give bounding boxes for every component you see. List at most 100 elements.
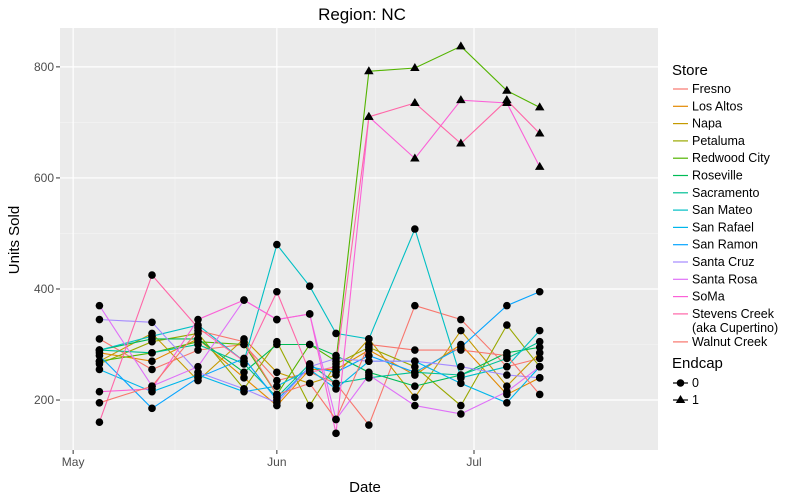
data-point <box>148 357 156 365</box>
data-point <box>365 357 373 365</box>
data-point <box>503 362 511 371</box>
series-line <box>98 99 541 423</box>
legend-item: Stevens Creek(aka Cupertino) <box>673 307 778 335</box>
data-point <box>305 401 314 410</box>
data-point <box>411 357 419 365</box>
data-point <box>240 357 248 365</box>
y-axis-ticks: 200 400 600 800 <box>34 60 60 407</box>
data-point <box>503 387 511 396</box>
data-point <box>457 346 465 354</box>
data-point <box>535 287 544 296</box>
data-point <box>332 429 340 438</box>
data-point <box>535 326 544 335</box>
data-point <box>332 379 340 388</box>
data-point <box>411 225 419 233</box>
data-point <box>95 418 104 427</box>
data-point <box>535 374 544 382</box>
y-tick-label: 400 <box>34 282 54 296</box>
data-point <box>194 374 202 382</box>
data-point <box>457 410 465 418</box>
legend: Store Fresno Los Altos Napa Petaluma Redwood… <box>672 62 778 407</box>
data-point <box>194 346 202 354</box>
data-point <box>503 399 511 407</box>
data-point <box>365 371 373 379</box>
data-point <box>365 351 373 360</box>
shape-legend-item: 1 <box>673 393 699 407</box>
data-point <box>503 351 511 360</box>
y-tick-label: 800 <box>34 60 54 74</box>
data-point <box>148 382 156 390</box>
data-point-triangle <box>456 95 466 104</box>
data-point <box>503 382 511 390</box>
legend-label: San Ramon <box>692 238 758 252</box>
series-line <box>99 45 540 396</box>
data-point <box>411 346 419 354</box>
data-point <box>273 376 281 385</box>
data-point <box>273 240 281 249</box>
data-point <box>332 329 340 338</box>
data-point <box>148 349 156 357</box>
data-point <box>503 371 511 379</box>
legend-item: San Ramon <box>673 238 758 252</box>
data-point <box>240 296 248 304</box>
legend-label: Santa Rosa <box>692 272 757 286</box>
legend-item: Fresno <box>673 82 731 96</box>
legend-label: Walnut Creek <box>692 335 768 349</box>
legend-label: SoMa <box>692 290 725 304</box>
series-line <box>99 360 541 404</box>
series-line <box>99 99 541 434</box>
legend-item: Santa Cruz <box>673 255 755 269</box>
data-point <box>148 404 156 413</box>
legend-label: San Mateo <box>692 203 753 217</box>
data-point <box>95 335 104 343</box>
data-point <box>95 387 104 396</box>
data-point <box>305 310 314 318</box>
series-line <box>99 318 540 404</box>
data-point <box>194 335 202 343</box>
data-point <box>503 321 511 329</box>
data-point <box>273 390 281 399</box>
data-point <box>365 340 373 349</box>
x-tick-label: Jun <box>267 455 286 469</box>
data-point-triangle <box>456 41 466 50</box>
data-point <box>95 351 104 360</box>
legend-item: San Mateo <box>673 203 753 217</box>
data-point <box>457 326 465 335</box>
data-point <box>411 401 419 410</box>
data-point <box>194 315 202 324</box>
data-point <box>273 287 281 296</box>
x-axis-title: Date <box>349 479 381 496</box>
data-point <box>148 318 156 327</box>
data-point <box>457 401 465 410</box>
data-point <box>332 354 340 363</box>
legend-label: Los Altos <box>692 99 743 113</box>
series-line <box>99 324 541 407</box>
shape-legend-circle <box>676 379 685 387</box>
data-point-triangle <box>534 161 545 170</box>
data-point <box>305 379 314 388</box>
data-point <box>535 337 544 346</box>
data-point <box>305 282 314 290</box>
data-point <box>535 390 544 399</box>
data-point <box>535 349 544 357</box>
shape-legend-label: 1 <box>692 393 699 407</box>
data-point <box>148 332 156 340</box>
data-point-triangle <box>534 102 545 111</box>
legend-item: Roseville <box>673 169 743 183</box>
series-lines <box>98 45 541 434</box>
legend-item: Napa <box>673 117 722 131</box>
legend-label: Redwood City <box>692 151 771 165</box>
data-point <box>95 346 104 354</box>
legend-label: Santa Cruz <box>692 255 755 269</box>
data-point <box>95 315 104 324</box>
data-point-triangle <box>364 66 374 75</box>
data-point <box>194 326 202 335</box>
data-point <box>194 368 202 377</box>
x-tick-label: May <box>62 455 85 469</box>
shape-legend-label: 0 <box>692 376 699 390</box>
data-point <box>305 368 314 377</box>
data-point <box>411 301 419 310</box>
data-point <box>457 379 465 388</box>
data-point-triangle <box>410 62 420 71</box>
